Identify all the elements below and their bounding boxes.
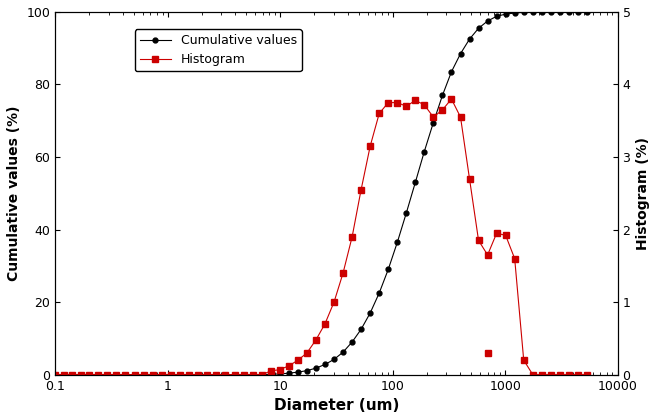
Legend: Cumulative values, Histogram: Cumulative values, Histogram [135, 29, 302, 71]
Histogram [204, 372, 212, 377]
Cumulative values [384, 267, 392, 272]
Histogram [384, 100, 392, 105]
Cumulative values [204, 372, 212, 377]
Histogram [231, 372, 238, 377]
Histogram [51, 372, 59, 377]
Y-axis label: Histogram (%): Histogram (%) [636, 137, 650, 250]
Cumulative values [221, 372, 229, 377]
Line: Cumulative values: Cumulative values [53, 10, 589, 377]
X-axis label: Diameter (um): Diameter (um) [274, 398, 399, 413]
Line: Histogram: Histogram [52, 96, 590, 378]
Cumulative values [583, 9, 591, 14]
Histogram [140, 372, 148, 377]
Cumulative values [231, 372, 238, 377]
Histogram [185, 372, 193, 377]
Cumulative values [529, 9, 537, 14]
Cumulative values [185, 372, 193, 377]
Y-axis label: Cumulative values (%): Cumulative values (%) [7, 105, 21, 281]
Histogram [583, 372, 591, 377]
Histogram [221, 372, 229, 377]
Cumulative values [51, 372, 59, 377]
Cumulative values [140, 372, 148, 377]
Histogram [447, 97, 455, 102]
